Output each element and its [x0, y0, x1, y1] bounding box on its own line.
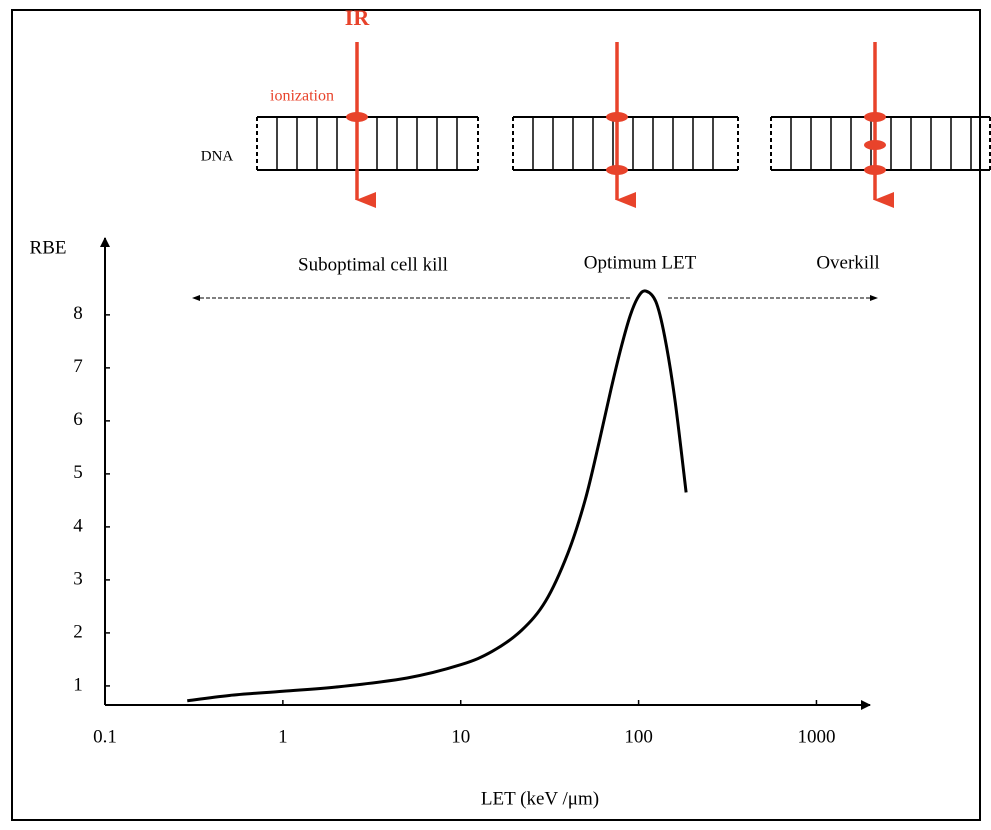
- x-tick-label: 10: [451, 726, 470, 747]
- ionization-event: [864, 112, 886, 122]
- y-tick-label: 1: [73, 674, 83, 695]
- y-tick-label: 8: [73, 303, 83, 324]
- beam-label: IR: [345, 5, 371, 30]
- y-tick-label: 4: [73, 515, 83, 536]
- frame: [11, 9, 981, 821]
- y-tick-label: 7: [73, 356, 83, 377]
- dna-label: DNA: [201, 148, 234, 164]
- ionization-event: [864, 140, 886, 150]
- y-tick-label: 5: [73, 462, 83, 483]
- x-tick-label: 0.1: [93, 726, 117, 747]
- ionization-event: [606, 165, 628, 175]
- ionization-event: [606, 112, 628, 122]
- annotation: Overkill: [816, 252, 879, 273]
- dna-diagram: [256, 42, 991, 208]
- y-tick-label: 6: [73, 409, 83, 430]
- y-tick-label: 3: [73, 568, 83, 589]
- x-tick-label: 100: [624, 726, 653, 747]
- x-axis-label: LET (keV /μm): [481, 788, 599, 809]
- y-tick-label: 2: [73, 621, 83, 642]
- x-tick-label: 1000: [797, 726, 835, 747]
- annotation: Optimum LET: [584, 252, 697, 273]
- curve: [187, 289, 688, 703]
- annotation: Suboptimal cell kill: [298, 254, 448, 275]
- ionization-event: [864, 165, 886, 175]
- ionization-event: [346, 112, 368, 122]
- x-tick-label: 1: [278, 726, 288, 747]
- ionization-label: ionization: [270, 88, 334, 105]
- y-axis-label: RBE: [30, 237, 67, 258]
